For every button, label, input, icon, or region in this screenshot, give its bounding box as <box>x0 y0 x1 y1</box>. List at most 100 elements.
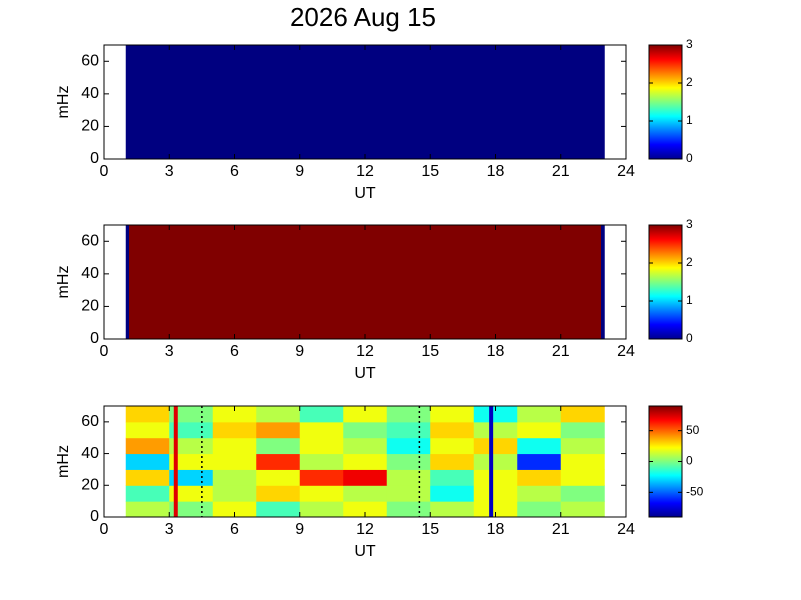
heat-cell <box>212 437 257 455</box>
heat-cell <box>169 501 214 518</box>
heat-cell <box>169 406 214 423</box>
x-tick-label: 18 <box>487 343 505 360</box>
y-tick-label: 40 <box>81 85 99 102</box>
x-tick-label: 21 <box>552 521 570 538</box>
heat-cell <box>473 406 518 423</box>
x-tick-label: 3 <box>165 521 174 538</box>
heat-cell <box>256 485 301 502</box>
heat-cell <box>256 469 301 486</box>
x-tick-label: 15 <box>421 521 439 538</box>
x-tick-label: 3 <box>165 163 174 180</box>
y-tick-label: 40 <box>81 265 99 282</box>
x-axis-label: UT <box>354 185 376 202</box>
heat-cell <box>125 45 605 160</box>
y-tick-label: 0 <box>90 150 99 167</box>
heat-cell <box>343 437 388 455</box>
heat-cell <box>125 421 170 439</box>
heat-cell <box>129 225 602 340</box>
heat-cell <box>560 469 605 486</box>
heat-cell <box>256 437 301 455</box>
heat-cell <box>473 501 518 518</box>
heat-cell <box>560 453 605 470</box>
heat-cell <box>560 421 605 439</box>
heat-cell <box>560 437 605 455</box>
x-tick-label: 12 <box>356 521 374 538</box>
heat-cell <box>517 501 562 518</box>
y-axis-label: mHz <box>55 86 72 119</box>
colorbar-tick-label: 2 <box>686 255 693 269</box>
x-tick-label: 3 <box>165 343 174 360</box>
heat-cell <box>299 469 344 486</box>
heat-cell <box>125 469 170 486</box>
heat-cell <box>386 485 431 502</box>
colorbar-tick-label: 2 <box>686 75 693 89</box>
y-tick-label: 20 <box>81 298 99 315</box>
heat-cell <box>125 501 170 518</box>
colorbar-tick-label: 1 <box>686 113 693 127</box>
x-tick-label: 0 <box>100 343 109 360</box>
heat-cell <box>386 453 431 470</box>
colorbar-tick-label: -50 <box>686 485 704 499</box>
heat-cell <box>299 421 344 439</box>
heat-cell <box>299 453 344 470</box>
y-tick-label: 60 <box>81 53 99 70</box>
heat-cell <box>212 453 257 470</box>
heat-cell <box>212 406 257 423</box>
y-tick-label: 20 <box>81 477 99 494</box>
heat-cell <box>560 406 605 423</box>
heat-cell <box>125 225 130 340</box>
heat-cell <box>386 501 431 518</box>
colorbar-tick-label: 1 <box>686 293 693 307</box>
heat-cell <box>343 469 388 486</box>
x-tick-label: 6 <box>230 163 239 180</box>
heat-cell <box>473 485 518 502</box>
heat-cell <box>473 453 518 470</box>
x-tick-label: 24 <box>617 521 635 538</box>
heat-cell <box>386 406 431 423</box>
heat-cell <box>212 501 257 518</box>
heat-cell <box>473 421 518 439</box>
heat-cell <box>517 453 562 470</box>
heat-cell <box>430 421 475 439</box>
heat-cell <box>473 437 518 455</box>
y-tick-label: 60 <box>81 233 99 250</box>
heat-cell <box>430 485 475 502</box>
heat-cell <box>517 469 562 486</box>
colorbar-tick-label: 50 <box>686 423 700 437</box>
heat-cell <box>212 421 257 439</box>
x-axis-label: UT <box>354 543 376 560</box>
y-tick-label: 0 <box>90 508 99 525</box>
heat-cell <box>343 453 388 470</box>
heat-cell <box>256 501 301 518</box>
x-tick-label: 18 <box>487 163 505 180</box>
colorbar-tick-label: 0 <box>686 454 693 468</box>
y-axis-label: mHz <box>55 266 72 299</box>
colorbar <box>648 224 683 340</box>
x-tick-label: 0 <box>100 163 109 180</box>
y-axis-label: mHz <box>55 445 72 478</box>
heat-cell <box>430 469 475 486</box>
figure-title: 2026 Aug 15 <box>290 2 436 32</box>
heat-cell <box>430 406 475 423</box>
heat-cell <box>517 485 562 502</box>
heat-cell <box>299 501 344 518</box>
x-tick-label: 9 <box>295 163 304 180</box>
heat-cell <box>430 453 475 470</box>
heat-cell <box>256 453 301 470</box>
heat-cell <box>430 501 475 518</box>
heat-cell <box>517 421 562 439</box>
heat-cell <box>600 225 605 340</box>
heat-cell <box>343 485 388 502</box>
heat-cell <box>299 485 344 502</box>
heat-cell <box>169 421 214 439</box>
colorbar-tick-label: 0 <box>686 331 693 345</box>
heat-cell <box>299 406 344 423</box>
heat-cell <box>517 437 562 455</box>
y-tick-label: 20 <box>81 118 99 135</box>
heat-cell <box>560 501 605 518</box>
heat-cell <box>125 453 170 470</box>
x-tick-label: 15 <box>421 163 439 180</box>
heat-cell <box>560 485 605 502</box>
x-tick-label: 12 <box>356 343 374 360</box>
